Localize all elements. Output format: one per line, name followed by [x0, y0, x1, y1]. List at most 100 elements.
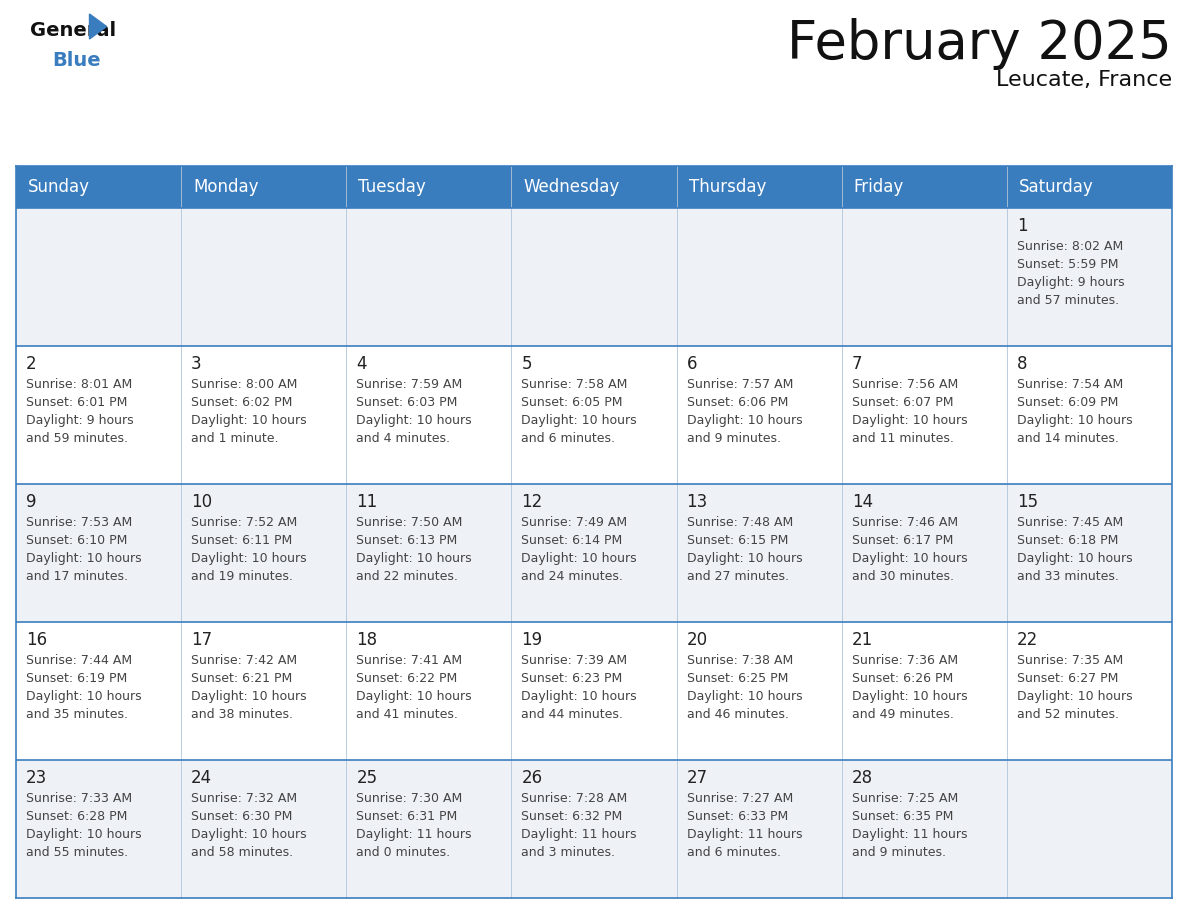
- Text: Sunrise: 7:27 AM
Sunset: 6:33 PM
Daylight: 11 hours
and 6 minutes.: Sunrise: 7:27 AM Sunset: 6:33 PM Dayligh…: [687, 792, 802, 859]
- Text: 27: 27: [687, 769, 708, 787]
- Bar: [677, 346, 842, 484]
- Bar: [842, 760, 1007, 898]
- Text: 25: 25: [356, 769, 378, 787]
- Text: Blue: Blue: [52, 51, 101, 70]
- Text: 2: 2: [26, 355, 37, 373]
- Text: Tuesday: Tuesday: [359, 178, 426, 196]
- Bar: [511, 346, 677, 484]
- Polygon shape: [89, 14, 107, 39]
- Bar: [511, 760, 677, 898]
- Bar: [15, 166, 181, 208]
- Bar: [346, 484, 511, 622]
- Text: 12: 12: [522, 493, 543, 511]
- Bar: [15, 346, 181, 484]
- Bar: [842, 622, 1007, 760]
- Text: Sunrise: 7:28 AM
Sunset: 6:32 PM
Daylight: 11 hours
and 3 minutes.: Sunrise: 7:28 AM Sunset: 6:32 PM Dayligh…: [522, 792, 637, 859]
- Text: General: General: [30, 21, 116, 40]
- Text: Thursday: Thursday: [689, 178, 766, 196]
- Text: Sunrise: 7:52 AM
Sunset: 6:11 PM
Daylight: 10 hours
and 19 minutes.: Sunrise: 7:52 AM Sunset: 6:11 PM Dayligh…: [191, 516, 307, 583]
- Text: Sunrise: 7:42 AM
Sunset: 6:21 PM
Daylight: 10 hours
and 38 minutes.: Sunrise: 7:42 AM Sunset: 6:21 PM Dayligh…: [191, 654, 307, 721]
- Text: Sunrise: 7:54 AM
Sunset: 6:09 PM
Daylight: 10 hours
and 14 minutes.: Sunrise: 7:54 AM Sunset: 6:09 PM Dayligh…: [1017, 378, 1132, 445]
- Text: Sunrise: 7:36 AM
Sunset: 6:26 PM
Daylight: 10 hours
and 49 minutes.: Sunrise: 7:36 AM Sunset: 6:26 PM Dayligh…: [852, 654, 967, 721]
- Text: Sunrise: 7:44 AM
Sunset: 6:19 PM
Daylight: 10 hours
and 35 minutes.: Sunrise: 7:44 AM Sunset: 6:19 PM Dayligh…: [26, 654, 141, 721]
- Text: Sunrise: 7:30 AM
Sunset: 6:31 PM
Daylight: 11 hours
and 0 minutes.: Sunrise: 7:30 AM Sunset: 6:31 PM Dayligh…: [356, 792, 472, 859]
- Bar: [1007, 760, 1173, 898]
- Bar: [842, 208, 1007, 346]
- Text: Sunrise: 7:35 AM
Sunset: 6:27 PM
Daylight: 10 hours
and 52 minutes.: Sunrise: 7:35 AM Sunset: 6:27 PM Dayligh…: [1017, 654, 1132, 721]
- Bar: [346, 760, 511, 898]
- Bar: [1007, 166, 1173, 208]
- Bar: [15, 208, 181, 346]
- Text: 6: 6: [687, 355, 697, 373]
- Bar: [181, 484, 346, 622]
- Bar: [842, 484, 1007, 622]
- Text: Monday: Monday: [194, 178, 259, 196]
- Text: 5: 5: [522, 355, 532, 373]
- Bar: [677, 622, 842, 760]
- Bar: [511, 484, 677, 622]
- Text: 11: 11: [356, 493, 378, 511]
- Text: 3: 3: [191, 355, 202, 373]
- Bar: [1007, 346, 1173, 484]
- Bar: [15, 622, 181, 760]
- Bar: [511, 208, 677, 346]
- Bar: [15, 760, 181, 898]
- Bar: [511, 166, 677, 208]
- Bar: [181, 622, 346, 760]
- Text: February 2025: February 2025: [788, 18, 1173, 70]
- Text: 16: 16: [26, 631, 48, 649]
- Bar: [181, 166, 346, 208]
- Text: Sunrise: 7:46 AM
Sunset: 6:17 PM
Daylight: 10 hours
and 30 minutes.: Sunrise: 7:46 AM Sunset: 6:17 PM Dayligh…: [852, 516, 967, 583]
- Text: Sunrise: 7:25 AM
Sunset: 6:35 PM
Daylight: 11 hours
and 9 minutes.: Sunrise: 7:25 AM Sunset: 6:35 PM Dayligh…: [852, 792, 967, 859]
- Bar: [677, 166, 842, 208]
- Text: 1: 1: [1017, 217, 1028, 235]
- Text: Sunrise: 7:49 AM
Sunset: 6:14 PM
Daylight: 10 hours
and 24 minutes.: Sunrise: 7:49 AM Sunset: 6:14 PM Dayligh…: [522, 516, 637, 583]
- Text: Friday: Friday: [854, 178, 904, 196]
- Text: Sunrise: 7:32 AM
Sunset: 6:30 PM
Daylight: 10 hours
and 58 minutes.: Sunrise: 7:32 AM Sunset: 6:30 PM Dayligh…: [191, 792, 307, 859]
- Bar: [677, 760, 842, 898]
- Text: 8: 8: [1017, 355, 1028, 373]
- Text: Sunrise: 7:33 AM
Sunset: 6:28 PM
Daylight: 10 hours
and 55 minutes.: Sunrise: 7:33 AM Sunset: 6:28 PM Dayligh…: [26, 792, 141, 859]
- Text: Sunrise: 7:38 AM
Sunset: 6:25 PM
Daylight: 10 hours
and 46 minutes.: Sunrise: 7:38 AM Sunset: 6:25 PM Dayligh…: [687, 654, 802, 721]
- Bar: [677, 208, 842, 346]
- Bar: [181, 346, 346, 484]
- Bar: [181, 208, 346, 346]
- Text: 26: 26: [522, 769, 543, 787]
- Bar: [15, 484, 181, 622]
- Bar: [1007, 484, 1173, 622]
- Text: Sunrise: 7:59 AM
Sunset: 6:03 PM
Daylight: 10 hours
and 4 minutes.: Sunrise: 7:59 AM Sunset: 6:03 PM Dayligh…: [356, 378, 472, 445]
- Text: Sunrise: 7:45 AM
Sunset: 6:18 PM
Daylight: 10 hours
and 33 minutes.: Sunrise: 7:45 AM Sunset: 6:18 PM Dayligh…: [1017, 516, 1132, 583]
- Text: Sunrise: 8:00 AM
Sunset: 6:02 PM
Daylight: 10 hours
and 1 minute.: Sunrise: 8:00 AM Sunset: 6:02 PM Dayligh…: [191, 378, 307, 445]
- Text: 14: 14: [852, 493, 873, 511]
- Bar: [181, 760, 346, 898]
- Text: 7: 7: [852, 355, 862, 373]
- Text: 19: 19: [522, 631, 543, 649]
- Bar: [842, 346, 1007, 484]
- Bar: [677, 484, 842, 622]
- Bar: [346, 208, 511, 346]
- Bar: [346, 346, 511, 484]
- Text: Sunrise: 7:41 AM
Sunset: 6:22 PM
Daylight: 10 hours
and 41 minutes.: Sunrise: 7:41 AM Sunset: 6:22 PM Dayligh…: [356, 654, 472, 721]
- Text: Sunday: Sunday: [29, 178, 90, 196]
- Text: Saturday: Saturday: [1019, 178, 1094, 196]
- Text: Leucate, France: Leucate, France: [996, 70, 1173, 90]
- Text: 18: 18: [356, 631, 378, 649]
- Bar: [842, 166, 1007, 208]
- Text: 9: 9: [26, 493, 37, 511]
- Bar: [1007, 208, 1173, 346]
- Bar: [346, 622, 511, 760]
- Text: 21: 21: [852, 631, 873, 649]
- Text: Sunrise: 7:48 AM
Sunset: 6:15 PM
Daylight: 10 hours
and 27 minutes.: Sunrise: 7:48 AM Sunset: 6:15 PM Dayligh…: [687, 516, 802, 583]
- Text: Sunrise: 7:56 AM
Sunset: 6:07 PM
Daylight: 10 hours
and 11 minutes.: Sunrise: 7:56 AM Sunset: 6:07 PM Dayligh…: [852, 378, 967, 445]
- Text: 10: 10: [191, 493, 213, 511]
- Text: 17: 17: [191, 631, 213, 649]
- Bar: [1007, 622, 1173, 760]
- Text: 15: 15: [1017, 493, 1038, 511]
- Text: Sunrise: 8:01 AM
Sunset: 6:01 PM
Daylight: 9 hours
and 59 minutes.: Sunrise: 8:01 AM Sunset: 6:01 PM Dayligh…: [26, 378, 133, 445]
- Text: 20: 20: [687, 631, 708, 649]
- Bar: [511, 622, 677, 760]
- Text: Sunrise: 7:58 AM
Sunset: 6:05 PM
Daylight: 10 hours
and 6 minutes.: Sunrise: 7:58 AM Sunset: 6:05 PM Dayligh…: [522, 378, 637, 445]
- Text: Sunrise: 7:50 AM
Sunset: 6:13 PM
Daylight: 10 hours
and 22 minutes.: Sunrise: 7:50 AM Sunset: 6:13 PM Dayligh…: [356, 516, 472, 583]
- Text: Sunrise: 7:57 AM
Sunset: 6:06 PM
Daylight: 10 hours
and 9 minutes.: Sunrise: 7:57 AM Sunset: 6:06 PM Dayligh…: [687, 378, 802, 445]
- Text: Sunrise: 7:53 AM
Sunset: 6:10 PM
Daylight: 10 hours
and 17 minutes.: Sunrise: 7:53 AM Sunset: 6:10 PM Dayligh…: [26, 516, 141, 583]
